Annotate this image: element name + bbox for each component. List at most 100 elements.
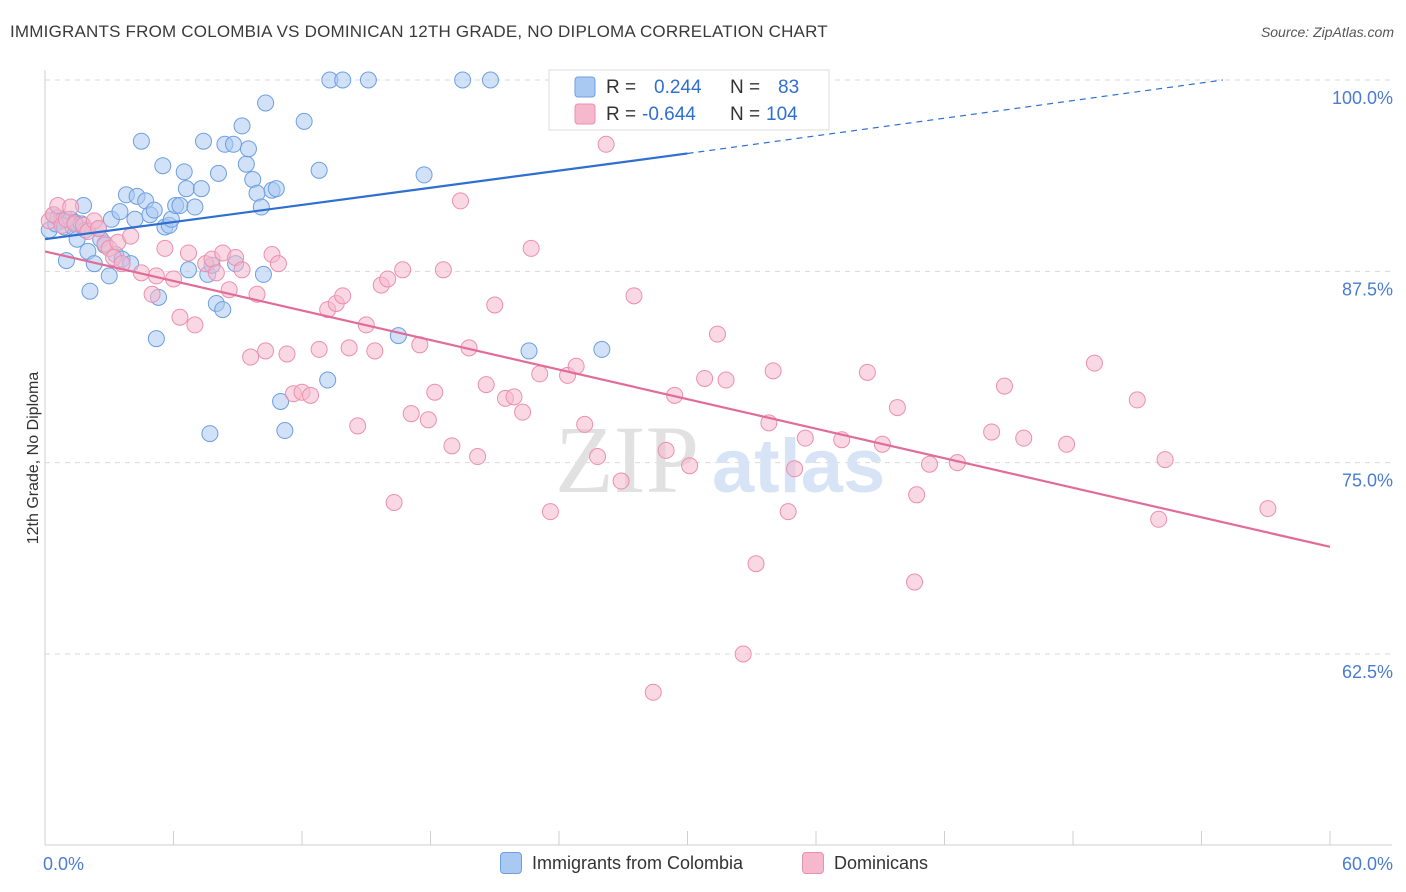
dominican-point-45 (340, 339, 358, 357)
source-label: Source: ZipAtlas.com (1260, 24, 1394, 40)
colombia-point-70 (319, 371, 337, 389)
bottom-legend: Immigrants from Colombia Dominicans (0, 850, 1406, 880)
legend-item-dominicans[interactable]: Dominicans (802, 852, 928, 874)
colombia-point-46 (194, 132, 212, 150)
y-tick-label-3: 62.5% (1342, 662, 1393, 682)
dominican-point-51 (385, 493, 403, 511)
dominican-point-37 (278, 345, 296, 363)
trendlines (44, 79, 1331, 548)
colombia-point-63 (257, 94, 275, 112)
colombia-point-20 (100, 267, 118, 285)
dominican-point-57 (434, 261, 452, 279)
dominican-point-83 (708, 325, 726, 343)
dominican-point-100 (983, 423, 1001, 441)
colombia-point-62 (254, 265, 272, 283)
colombia-point-80 (593, 340, 611, 358)
tick-labels: 100.0% 87.5% 75.0% 62.5% 0.0% 60.0% (43, 88, 1393, 874)
colombia-point-51 (209, 164, 227, 182)
colombia-point-43 (179, 261, 197, 279)
chart-title: IMMIGRANTS FROM COLOMBIA VS DOMINICAN 12… (10, 22, 828, 41)
dominican-point-90 (786, 460, 804, 478)
dominican-point-66 (514, 403, 532, 421)
colombia-point-29 (132, 132, 150, 150)
dominican-point-56 (426, 383, 444, 401)
stats-n-value-pink: 104 (766, 104, 798, 125)
dominican-point-88 (764, 362, 782, 380)
dominican-point-44 (334, 287, 352, 305)
colombia-point-44 (186, 198, 204, 216)
dominican-point-97 (908, 486, 926, 504)
dominican-point-74 (589, 448, 607, 466)
dominican-point-104 (1085, 354, 1103, 372)
dominican-point-5 (62, 198, 80, 216)
dominican-point-96 (906, 573, 924, 591)
stats-n-label-blue: N = (730, 77, 760, 98)
dominican-point-102 (1015, 429, 1033, 447)
dominican-point-48 (366, 342, 384, 360)
dominican-point-105 (1128, 391, 1146, 409)
dominican-point-41 (310, 340, 328, 358)
stats-r-value-pink: -0.644 (642, 104, 696, 125)
dominican-point-81 (681, 457, 699, 475)
colombia-point-61 (252, 198, 270, 216)
stats-legend: R = 0.244 N = 83 R = -0.644 N = 104 (548, 69, 830, 131)
legend-item-colombia[interactable]: Immigrants from Colombia (500, 852, 743, 874)
dominican-point-36 (269, 255, 287, 273)
dominican-point-55 (419, 411, 437, 429)
colombia-point-76 (454, 71, 472, 89)
dominican-point-46 (349, 417, 367, 435)
legend-swatch-colombia (500, 852, 522, 874)
colombia-point-58 (239, 140, 257, 158)
dominican-point-91 (796, 429, 814, 447)
x-tick-label-0: 0.0% (43, 854, 84, 874)
dominican-point-61 (469, 448, 487, 466)
dominican-point-10 (90, 219, 108, 237)
dominican-point-95 (888, 399, 906, 417)
dominican-point-58 (443, 437, 461, 455)
stats-n-value-blue: 83 (778, 77, 799, 98)
dominican-point-98 (921, 455, 939, 473)
colombia-point-67 (276, 422, 294, 440)
colombia-point-52 (214, 301, 232, 319)
colombia-point-75 (415, 166, 433, 184)
dominican-point-93 (858, 363, 876, 381)
dominican-point-50 (379, 270, 397, 288)
colombia-point-65 (267, 180, 285, 198)
dominican-point-82 (696, 369, 714, 387)
axes (44, 70, 1392, 846)
dominican-point-73 (576, 415, 594, 433)
dominican-point-89 (779, 503, 797, 521)
colombia-point-68 (295, 112, 313, 130)
colombia-point-74 (389, 327, 407, 345)
dominican-point-75 (597, 135, 615, 153)
dominican-point-31 (233, 261, 251, 279)
legend-label-dominicans: Dominicans (834, 852, 929, 873)
dominican-point-23 (179, 244, 197, 262)
dominican-point-69 (541, 503, 559, 521)
dominican-point-78 (644, 683, 662, 701)
y-tick-label-0: 100.0% (1332, 88, 1393, 108)
colombia-point-77 (481, 71, 499, 89)
colombia-point-48 (201, 425, 219, 443)
colombia-point-45 (192, 180, 210, 198)
dominican-point-22 (171, 308, 189, 326)
dominican-point-24 (186, 316, 204, 334)
dominican-point-27 (207, 264, 225, 282)
dominican-point-62 (477, 376, 495, 394)
colombia-point-33 (147, 330, 165, 348)
dominican-point-40 (302, 386, 320, 404)
dominican-point-52 (394, 261, 412, 279)
dominican-point-86 (747, 555, 765, 573)
dominican-point-68 (531, 365, 549, 383)
colombia-point-54 (224, 135, 242, 153)
x-tick-label-1: 60.0% (1342, 854, 1393, 874)
dominican-point-32 (242, 348, 260, 366)
dominican-point-77 (625, 287, 643, 305)
dominican-point-107 (1156, 451, 1174, 469)
series-dominicans-points (40, 71, 1277, 701)
colombia-point-23 (111, 203, 129, 221)
dominican-point-18 (143, 285, 161, 303)
colombia-point-73 (359, 71, 377, 89)
stats-legend-pink-swatch (574, 103, 596, 125)
stats-r-label-pink: R = (606, 104, 636, 125)
